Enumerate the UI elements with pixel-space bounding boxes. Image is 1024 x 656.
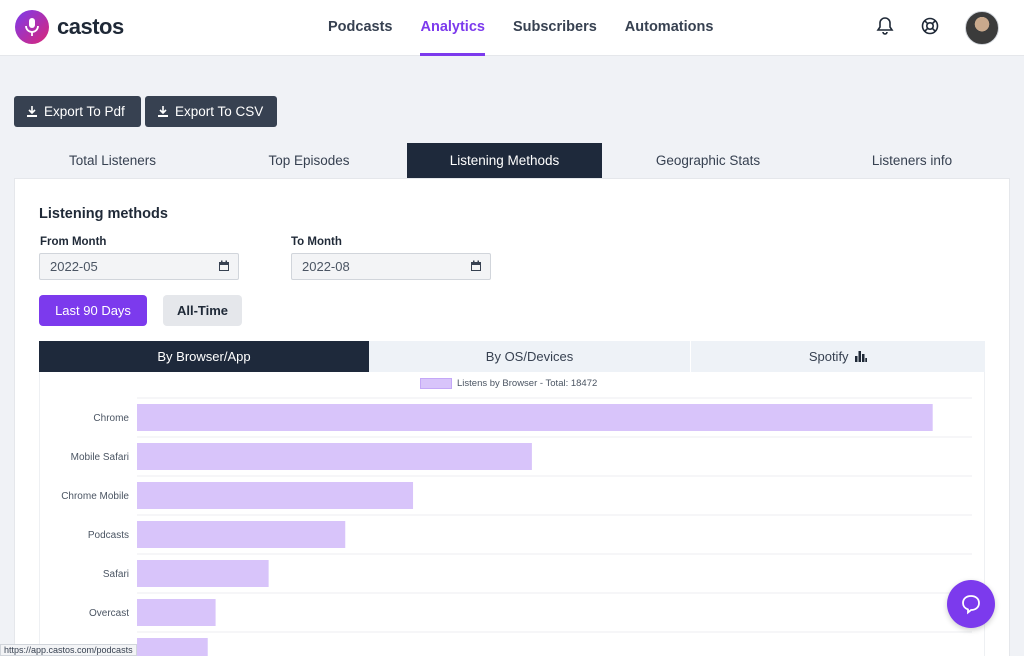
microphone-icon — [15, 10, 49, 44]
category-label: Overcast — [89, 608, 129, 619]
analytics-tabs: Total Listeners Top Episodes Listening M… — [14, 143, 1010, 179]
subtab-browser-app[interactable]: By Browser/App — [39, 341, 369, 372]
chart-bar[interactable] — [137, 443, 532, 470]
calendar-icon[interactable] — [470, 260, 482, 272]
browser-bar-chart: Listens by Browser - Total: 18472 Chrome… — [39, 372, 985, 656]
calendar-icon[interactable] — [218, 260, 230, 272]
brand-name: castos — [57, 14, 124, 39]
chart-bar[interactable] — [137, 521, 346, 548]
category-label: Podcasts — [88, 530, 129, 541]
download-icon — [27, 106, 37, 117]
export-pdf-button[interactable]: Export To Pdf — [14, 96, 141, 127]
tab-listeners-info[interactable]: Listeners info — [871, 153, 953, 168]
legend-label: Listens by Browser - Total: 18472 — [457, 378, 598, 389]
export-csv-label: Export To CSV — [175, 104, 264, 119]
main-nav: Podcasts Analytics Subscribers Automatio… — [314, 0, 727, 56]
chart-bar[interactable] — [137, 482, 414, 509]
from-month-field[interactable]: 2022-05 — [39, 253, 239, 280]
legend-swatch — [420, 378, 452, 389]
castos-logo[interactable]: castos — [15, 10, 124, 44]
all-time-button[interactable]: All-Time — [163, 295, 242, 326]
from-month-label: From Month — [40, 236, 107, 248]
nav-subscribers[interactable]: Subscribers — [512, 19, 597, 35]
chat-bubble-icon — [962, 595, 980, 615]
chart-plot-area: Chrome Mobile Safari Chrome Mobile Podcasts… — [61, 397, 972, 656]
nav-automations[interactable]: Automations — [624, 19, 714, 35]
tab-listening-methods[interactable]: Listening Methods — [407, 143, 602, 179]
nav-analytics[interactable]: Analytics — [420, 0, 485, 56]
chat-launcher-button[interactable] — [947, 580, 995, 628]
subtab-os-devices[interactable]: By OS/Devices — [369, 341, 691, 372]
method-subtabs: By Browser/App By OS/Devices Spotify — [39, 341, 985, 372]
subtab-spotify[interactable]: Spotify — [691, 341, 985, 372]
to-month-value: 2022-08 — [302, 259, 350, 274]
from-month-value: 2022-05 — [50, 259, 98, 274]
tab-total-listeners[interactable]: Total Listeners — [68, 153, 157, 168]
download-icon — [158, 106, 168, 117]
chart-bar[interactable] — [137, 560, 269, 587]
category-label: Safari — [103, 569, 129, 580]
bell-icon[interactable] — [875, 16, 897, 38]
export-pdf-label: Export To Pdf — [44, 104, 125, 119]
category-label: Chrome — [93, 413, 129, 424]
chart-bar[interactable] — [137, 404, 933, 431]
to-month-field[interactable]: 2022-08 — [291, 253, 491, 280]
user-avatar[interactable] — [965, 11, 999, 45]
to-month-label: To Month — [291, 236, 342, 248]
browser-status-url: https://app.castos.com/podcasts — [0, 644, 137, 656]
chart-legend[interactable]: Listens by Browser - Total: 18472 — [420, 378, 597, 389]
section-title: Listening methods — [39, 206, 168, 222]
chart-bar[interactable] — [137, 638, 208, 656]
nav-podcasts[interactable]: Podcasts — [328, 19, 393, 35]
bar-chart-icon — [855, 351, 868, 362]
tab-top-episodes[interactable]: Top Episodes — [268, 153, 350, 168]
help-lifebuoy-icon[interactable] — [920, 16, 942, 38]
tab-geographic-stats[interactable]: Geographic Stats — [655, 153, 761, 168]
category-label: Mobile Safari — [71, 452, 129, 463]
last-90-days-button[interactable]: Last 90 Days — [39, 295, 147, 326]
subtab-spotify-label: Spotify — [808, 349, 849, 364]
top-navbar: castos Podcasts Analytics Subscribers Au… — [0, 0, 1024, 56]
category-label: Chrome Mobile — [61, 491, 129, 502]
export-csv-button[interactable]: Export To CSV — [145, 96, 277, 127]
chart-bar[interactable] — [137, 599, 216, 626]
